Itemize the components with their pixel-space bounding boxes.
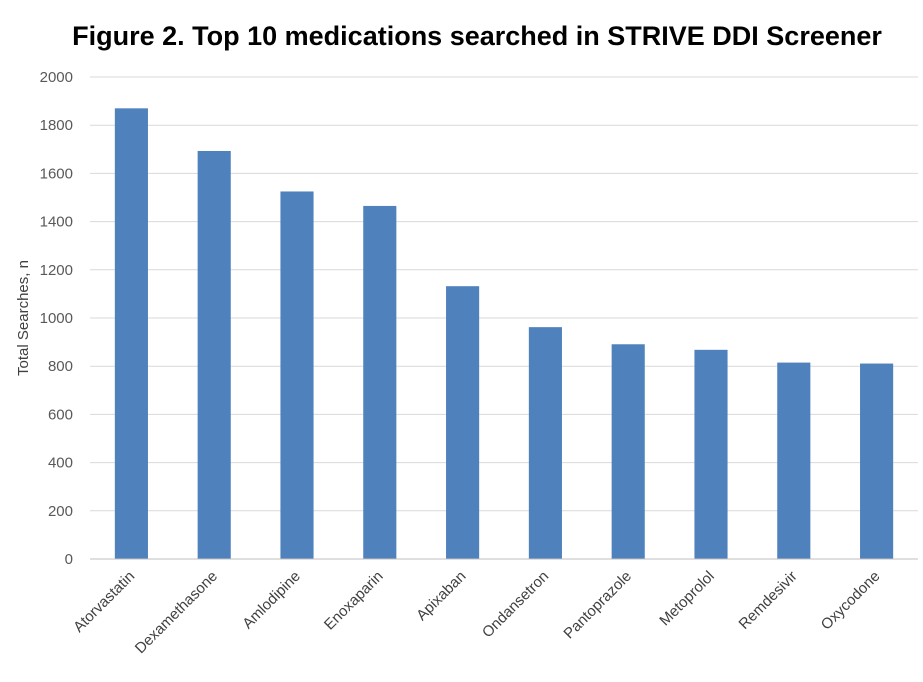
bar <box>114 108 148 559</box>
chart-title: Figure 2. Top 10 medications searched in… <box>72 21 882 51</box>
y-tick-label: 600 <box>48 406 73 423</box>
x-tick-label: Apixaban <box>413 568 469 624</box>
y-tick-label: 0 <box>65 551 73 568</box>
bar <box>280 191 314 559</box>
x-tick-label: Amlodipine <box>239 568 304 633</box>
x-tick-label: Metoprolol <box>656 568 718 630</box>
y-tick-label: 800 <box>48 358 73 375</box>
y-tick-label: 400 <box>48 455 73 472</box>
x-tick-label: Atorvastatin <box>70 568 138 636</box>
y-tick-label: 1600 <box>40 165 73 182</box>
y-tick-label: 200 <box>48 503 73 520</box>
bar <box>197 150 231 559</box>
bar <box>611 344 645 559</box>
x-tick-label: Dexamethasone <box>132 568 221 657</box>
y-axis-ticks: 0 200 400 600 800 1000 1200 1400 1600 1800 2000 <box>40 69 73 568</box>
y-tick-label: 1200 <box>40 262 73 279</box>
bars <box>114 108 894 559</box>
x-tick-label: Enoxaparin <box>321 568 387 634</box>
y-tick-label: 1400 <box>40 214 73 231</box>
bar <box>363 205 397 559</box>
y-tick-label: 1000 <box>40 310 73 327</box>
y-tick-label: 2000 <box>40 69 73 86</box>
x-tick-label: Ondansetron <box>479 568 552 641</box>
bar <box>528 327 562 559</box>
x-tick-label: Remdesivir <box>736 568 801 633</box>
bar <box>446 286 480 559</box>
y-axis-label: Total Searches, n <box>15 260 32 376</box>
x-tick-label: Oxycodone <box>818 568 884 634</box>
bar <box>694 349 728 559</box>
bar <box>777 362 811 559</box>
y-tick-label: 1800 <box>40 117 73 134</box>
x-tick-label: Pantoprazole <box>560 568 635 643</box>
bar <box>860 363 894 559</box>
